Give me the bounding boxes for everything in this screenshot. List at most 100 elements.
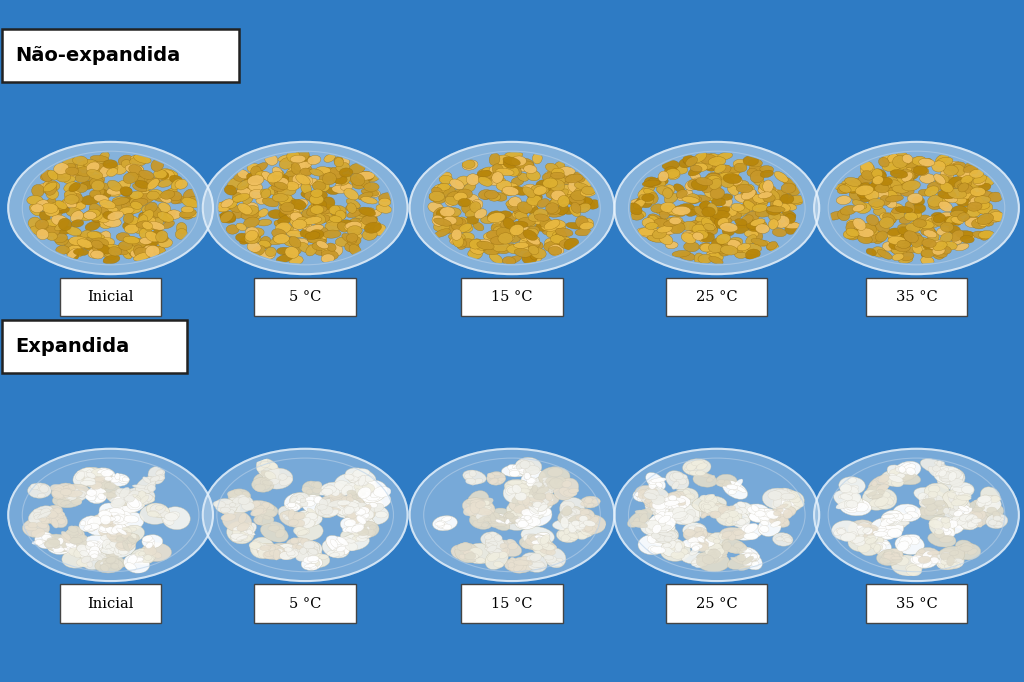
Ellipse shape [81,160,92,167]
Ellipse shape [525,537,548,549]
Ellipse shape [716,507,742,526]
Ellipse shape [652,229,667,239]
Ellipse shape [521,484,528,490]
Ellipse shape [291,163,300,175]
Ellipse shape [888,228,901,236]
Ellipse shape [285,547,292,552]
Ellipse shape [345,539,355,543]
Ellipse shape [307,231,322,243]
Ellipse shape [839,185,851,193]
Ellipse shape [746,220,761,229]
Ellipse shape [728,237,742,247]
Ellipse shape [663,494,690,510]
FancyBboxPatch shape [461,584,563,623]
Ellipse shape [532,501,543,507]
Ellipse shape [347,506,367,517]
Ellipse shape [470,202,481,212]
Ellipse shape [695,551,730,572]
Ellipse shape [979,216,991,226]
Ellipse shape [671,502,679,509]
Ellipse shape [157,476,165,481]
Ellipse shape [869,499,882,507]
Ellipse shape [528,498,545,503]
Ellipse shape [252,477,274,492]
Ellipse shape [888,529,902,538]
Ellipse shape [539,543,548,550]
Ellipse shape [312,227,328,235]
Ellipse shape [317,215,330,223]
Ellipse shape [857,234,872,243]
Text: Inicial: Inicial [87,597,134,610]
Ellipse shape [260,189,271,197]
Ellipse shape [540,501,548,505]
Ellipse shape [659,207,671,219]
Ellipse shape [37,522,48,529]
Ellipse shape [901,252,914,261]
Ellipse shape [169,191,182,201]
Ellipse shape [575,197,592,207]
Ellipse shape [683,155,695,164]
Ellipse shape [853,205,864,211]
Ellipse shape [923,499,938,509]
Ellipse shape [306,224,324,232]
Ellipse shape [569,517,577,523]
Ellipse shape [529,535,541,542]
Ellipse shape [790,196,804,205]
Ellipse shape [293,527,307,536]
Ellipse shape [493,241,510,252]
Ellipse shape [142,247,155,258]
Ellipse shape [695,222,708,233]
Ellipse shape [492,222,507,230]
Ellipse shape [494,174,504,182]
Ellipse shape [934,466,964,484]
Ellipse shape [968,520,978,526]
Ellipse shape [163,170,176,179]
Ellipse shape [955,544,981,560]
Ellipse shape [528,561,544,570]
Ellipse shape [857,527,868,535]
Ellipse shape [370,491,379,496]
Ellipse shape [23,519,49,537]
Ellipse shape [489,523,507,527]
Ellipse shape [488,478,499,484]
Ellipse shape [97,183,109,191]
Ellipse shape [346,222,360,233]
Ellipse shape [867,491,877,496]
Ellipse shape [532,153,543,164]
Ellipse shape [721,512,736,516]
Ellipse shape [466,501,474,504]
Ellipse shape [913,488,946,504]
Ellipse shape [287,210,303,220]
Ellipse shape [642,492,653,500]
Ellipse shape [283,514,289,520]
Ellipse shape [451,544,474,560]
Ellipse shape [88,248,101,258]
Ellipse shape [98,216,113,224]
Ellipse shape [927,181,945,191]
Ellipse shape [455,543,480,563]
Ellipse shape [935,200,949,208]
Ellipse shape [291,505,297,510]
Ellipse shape [581,527,593,535]
Ellipse shape [289,503,300,512]
Ellipse shape [522,492,534,496]
Ellipse shape [654,535,667,540]
Ellipse shape [98,525,110,533]
Ellipse shape [686,509,695,520]
Ellipse shape [44,534,73,552]
Ellipse shape [51,170,70,179]
Ellipse shape [973,177,985,186]
Ellipse shape [453,235,464,248]
Ellipse shape [532,561,546,569]
Ellipse shape [888,153,901,164]
Ellipse shape [297,530,308,535]
Ellipse shape [354,484,366,493]
Ellipse shape [536,535,544,539]
Ellipse shape [958,492,965,496]
Ellipse shape [728,168,739,177]
Ellipse shape [285,171,299,183]
Ellipse shape [492,172,503,183]
Ellipse shape [525,484,534,490]
Ellipse shape [667,171,680,179]
Ellipse shape [727,545,737,553]
